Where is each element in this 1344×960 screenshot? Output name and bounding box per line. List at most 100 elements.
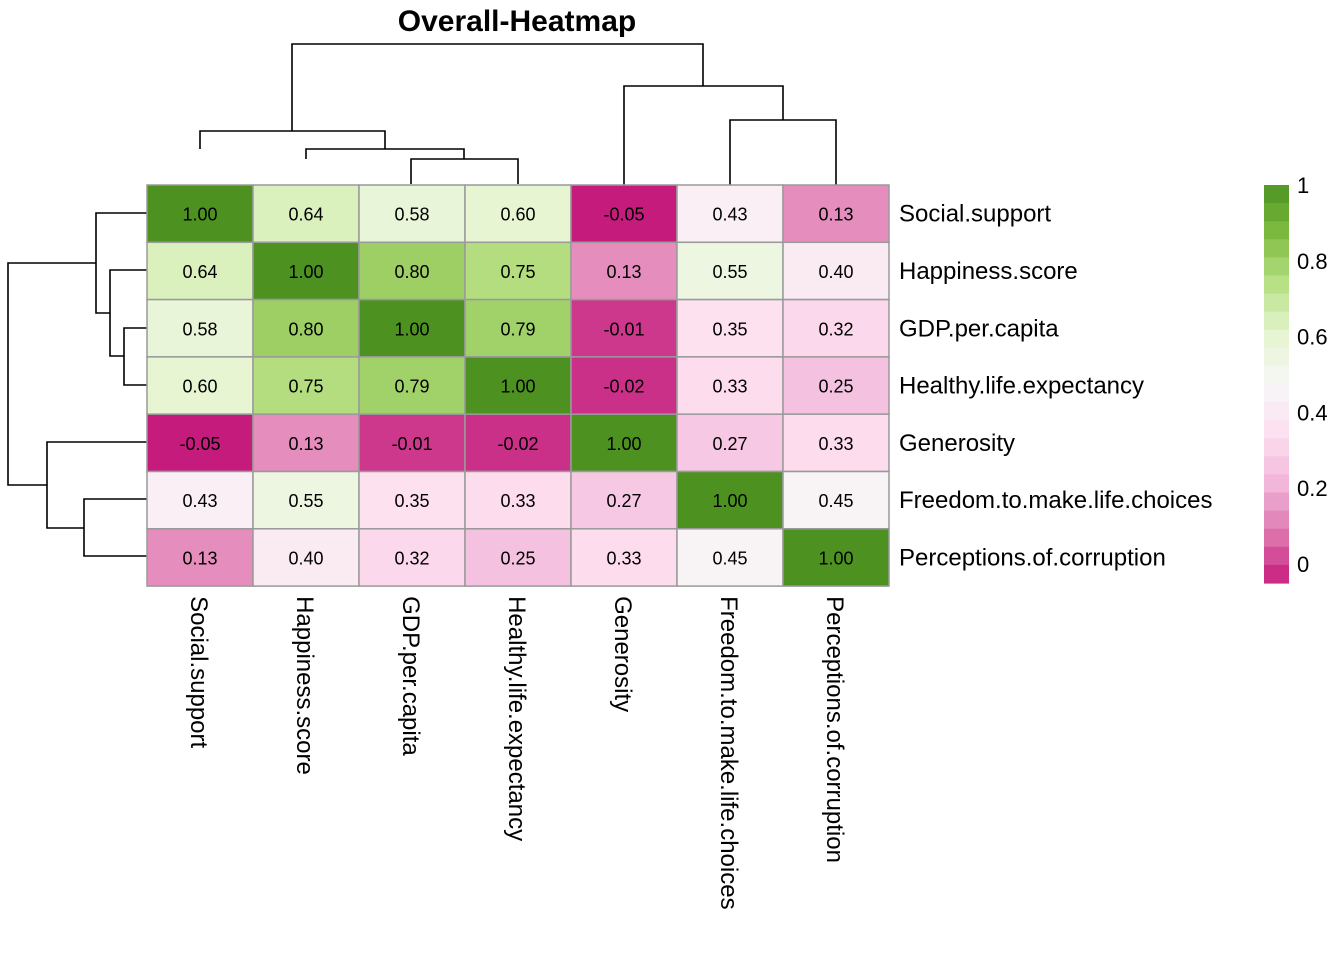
heatmap-cell xyxy=(146,470,254,530)
cell-value-label: 1.00 xyxy=(288,262,323,282)
legend-color-step xyxy=(1264,329,1289,349)
row-label: Healthy.life.expectancy xyxy=(899,373,1144,400)
column-dendrogram xyxy=(199,43,837,185)
cell-value-label: -0.01 xyxy=(603,319,644,339)
heatmap-cell xyxy=(358,241,466,301)
cell-value-label: 0.32 xyxy=(394,548,429,568)
row-labels: Social.support Happiness.score GDP.per.cap… xyxy=(899,201,1212,572)
dendrogram-branch xyxy=(623,85,784,185)
dendrogram-branch xyxy=(46,441,147,529)
cell-value-label: 1.00 xyxy=(500,377,535,397)
heatmap-cell xyxy=(146,356,254,415)
cell-value-label: 0.25 xyxy=(500,548,535,568)
heatmap-cell-labels: 1.00 0.64 0.58 0.60 -0.05 0.43 0.13 0.64 1.00 0.8… xyxy=(179,205,853,569)
column-label: Healthy.life.expectancy xyxy=(503,596,530,841)
cell-value-label: 0.43 xyxy=(712,205,747,225)
heatmap-cell xyxy=(782,470,890,530)
heatmap-cell xyxy=(570,298,678,358)
chart-title: Overall-Heatmap xyxy=(398,5,636,38)
heatmap-cell xyxy=(252,184,360,244)
row-label: Perceptions.of.corruption xyxy=(899,544,1166,571)
cell-value-label: 0.40 xyxy=(818,262,853,282)
legend-color-step xyxy=(1264,546,1289,566)
legend-color-step xyxy=(1264,239,1289,258)
heatmap-cell xyxy=(464,298,572,358)
heatmap-cell xyxy=(782,356,890,415)
cell-value-label: 0.33 xyxy=(606,548,641,568)
legend-tick-label: 0.4 xyxy=(1297,400,1328,425)
cell-value-label: 1.00 xyxy=(182,205,217,225)
cell-value-label: 0.60 xyxy=(500,205,535,225)
dendrogram-branch xyxy=(83,498,147,557)
heatmap-cell xyxy=(782,528,890,587)
legend-tick-label: 0 xyxy=(1297,552,1309,577)
cell-value-label: 0.13 xyxy=(182,548,217,568)
dendrogram-branch xyxy=(109,269,147,357)
cell-value-label: 0.75 xyxy=(288,377,323,397)
legend-color-step xyxy=(1264,384,1289,403)
heatmap-cell xyxy=(252,470,360,530)
legend-color-step xyxy=(1264,474,1289,494)
legend-color-step xyxy=(1264,492,1289,512)
heatmap-cell xyxy=(676,184,784,244)
column-label: Happiness.score xyxy=(291,596,318,775)
column-labels: Social.support Happiness.score GDP.per.cap… xyxy=(185,596,848,909)
legend-color-step xyxy=(1264,456,1289,476)
heatmap-cell xyxy=(782,298,890,358)
heatmap-cell xyxy=(358,184,466,244)
heatmap-cell xyxy=(570,528,678,587)
heatmap-cell xyxy=(252,356,360,415)
cell-value-label: 1.00 xyxy=(712,491,747,511)
column-label: GDP.per.capita xyxy=(397,596,424,756)
cell-value-label: 0.35 xyxy=(712,319,747,339)
cell-value-label: -0.05 xyxy=(603,205,644,225)
heatmap-cell xyxy=(358,413,466,473)
heatmap-cell xyxy=(146,413,254,473)
column-label: Social.support xyxy=(185,596,212,748)
cell-value-label: 1.00 xyxy=(394,319,429,339)
legend-color-step xyxy=(1264,510,1289,530)
dendrogram-branch xyxy=(95,212,147,314)
heatmap-cells xyxy=(146,184,890,587)
cell-value-label: 0.60 xyxy=(182,377,217,397)
heatmap-cell xyxy=(146,528,254,587)
row-label: Happiness.score xyxy=(899,258,1078,285)
cell-value-label: 0.80 xyxy=(288,319,323,339)
cell-value-label: 0.33 xyxy=(712,377,747,397)
heatmap-cell xyxy=(782,241,890,301)
legend-color-step xyxy=(1264,203,1289,222)
legend-color-step xyxy=(1264,221,1289,240)
cell-value-label: 1.00 xyxy=(606,434,641,454)
heatmap-cell xyxy=(464,470,572,530)
dendrogram-branch xyxy=(7,262,96,486)
legend-color-step xyxy=(1264,528,1289,548)
legend-color-step xyxy=(1264,347,1289,367)
heatmap-cell xyxy=(676,298,784,358)
cell-value-label: 0.32 xyxy=(818,319,853,339)
cell-value-label: -0.02 xyxy=(497,434,538,454)
heatmap-cell xyxy=(676,528,784,587)
cell-value-label: 0.58 xyxy=(394,205,429,225)
color-legend: 1 0.8 0.6 0.4 0.2 0 xyxy=(1264,173,1328,584)
dendrogram-branch xyxy=(305,148,465,159)
heatmap-cell xyxy=(570,470,678,530)
cell-value-label: 0.64 xyxy=(288,205,323,225)
legend-color-step xyxy=(1264,293,1289,313)
cell-value-label: 0.79 xyxy=(394,377,429,397)
heatmap-cell xyxy=(146,184,254,244)
cell-value-label: 0.13 xyxy=(606,262,641,282)
cell-value-label: -0.01 xyxy=(391,434,432,454)
cell-value-label: 0.55 xyxy=(712,262,747,282)
legend-color-step xyxy=(1264,420,1289,439)
cell-value-label: 0.58 xyxy=(182,319,217,339)
dendrogram-branch xyxy=(729,119,837,185)
column-label: Perceptions.of.corruption xyxy=(821,596,848,863)
dendrogram-branch xyxy=(410,158,519,184)
dendrogram-branch xyxy=(199,130,386,149)
legend-color-step xyxy=(1264,365,1289,385)
legend-color-step xyxy=(1264,438,1289,457)
cell-value-label: 0.25 xyxy=(818,377,853,397)
cell-value-label: 0.27 xyxy=(712,434,747,454)
cell-value-label: -0.02 xyxy=(603,377,644,397)
heatmap-cell xyxy=(358,528,466,587)
